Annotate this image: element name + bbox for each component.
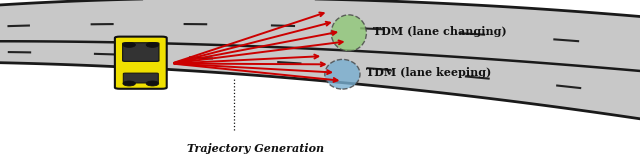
Ellipse shape [146, 81, 159, 86]
Ellipse shape [332, 15, 367, 51]
Text: TDM (lane changing): TDM (lane changing) [372, 26, 506, 37]
Ellipse shape [123, 81, 136, 86]
FancyBboxPatch shape [124, 73, 158, 83]
Ellipse shape [146, 42, 159, 47]
Text: Trajectory Generation: Trajectory Generation [188, 143, 324, 154]
FancyBboxPatch shape [115, 37, 166, 89]
Polygon shape [0, 0, 640, 119]
Ellipse shape [123, 42, 136, 47]
FancyBboxPatch shape [123, 43, 159, 61]
Text: TDM (lane keeping): TDM (lane keeping) [366, 67, 492, 78]
Ellipse shape [325, 59, 360, 89]
